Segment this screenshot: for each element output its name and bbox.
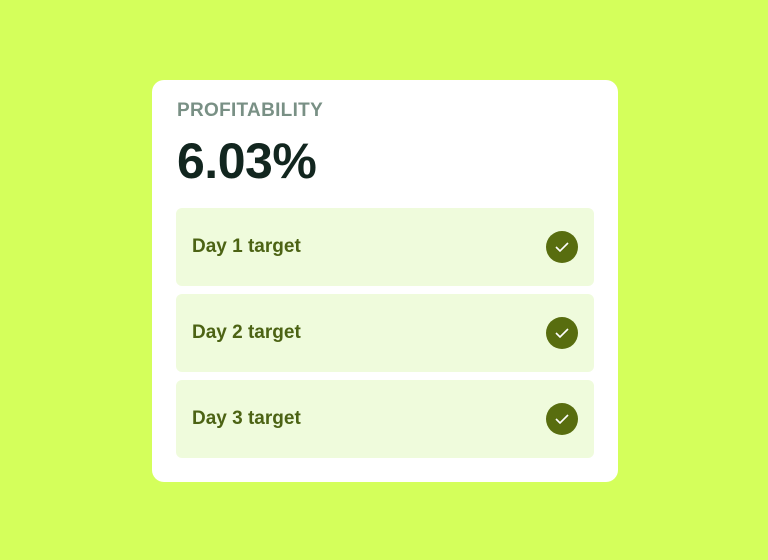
profitability-card: PROFITABILITY 6.03% Day 1 target Day 2 t… bbox=[152, 80, 618, 482]
target-label: Day 3 target bbox=[192, 408, 301, 429]
profitability-value: 6.03% bbox=[177, 133, 317, 189]
check-circle-icon bbox=[546, 317, 578, 349]
check-circle-icon bbox=[546, 231, 578, 263]
target-row-day-3: Day 3 target bbox=[176, 380, 594, 458]
target-row-day-1: Day 1 target bbox=[176, 208, 594, 286]
check-circle-icon bbox=[546, 403, 578, 435]
target-row-day-2: Day 2 target bbox=[176, 294, 594, 372]
target-label: Day 2 target bbox=[192, 322, 301, 343]
target-label: Day 1 target bbox=[192, 236, 301, 257]
card-label: PROFITABILITY bbox=[177, 100, 324, 121]
